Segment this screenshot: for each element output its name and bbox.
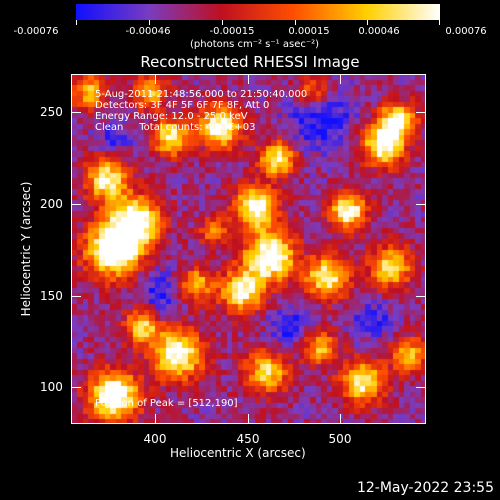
plot-title: Reconstructed RHESSI Image: [140, 53, 360, 71]
heatmap-image: [72, 75, 425, 423]
colorbar: [76, 4, 440, 20]
peak-position-text: Position of Peak = [512,190]: [95, 398, 238, 409]
plot-timestamp: 12-May-2022 23:55: [356, 480, 494, 496]
total-counts-text: Clean Total counts: 4.26E+03: [95, 122, 256, 133]
colorbar-label: 0.00015: [288, 26, 330, 37]
y-tick-label: 100: [40, 380, 63, 394]
colorbar-label: -0.00076: [13, 26, 59, 37]
y-axis-title: Heliocentric Y (arcsec): [19, 181, 33, 317]
colorbar-label: 0.00046: [358, 26, 400, 37]
y-tick-label: 150: [40, 289, 63, 303]
y-tick-label: 250: [40, 105, 63, 119]
x-tick-label: 500: [328, 432, 352, 446]
energy-range-text: Energy Range: 12.0 - 25.0 keV: [95, 111, 248, 122]
x-tick-label: 400: [143, 432, 167, 446]
colorbar-units: (photons cm⁻² s⁻¹ asec⁻²): [190, 39, 320, 50]
x-axis-title: Heliocentric X (arcsec): [170, 446, 306, 460]
plot-area: [71, 74, 426, 424]
detectors-text: Detectors: 3F 4F 5F 6F 7F 8F, Att 0: [95, 100, 270, 111]
time-range-text: 5-Aug-2011 21:48:56.000 to 21:50:40.000: [95, 89, 308, 100]
colorbar-label: -0.00015: [209, 26, 255, 37]
x-tick-label: 450: [236, 432, 260, 446]
colorbar-label: -0.00046: [125, 26, 171, 37]
colorbar-label: 0.00076: [445, 26, 487, 37]
y-tick-label: 200: [40, 197, 63, 211]
